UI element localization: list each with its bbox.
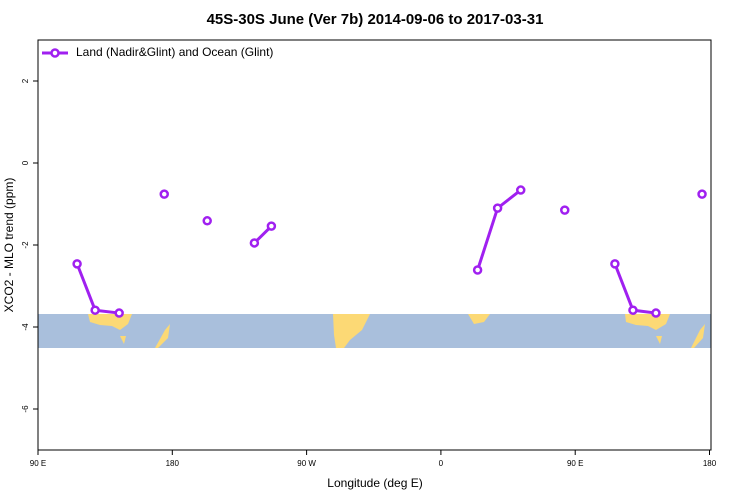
point — [249, 238, 260, 248]
x-tick-label: 90 E — [567, 459, 583, 468]
series-line — [77, 190, 702, 313]
point — [697, 189, 707, 199]
point — [159, 189, 169, 199]
legend-label: Land (Nadir&Glint) and Ocean (Glint) — [76, 45, 273, 59]
point — [515, 185, 526, 195]
point — [114, 308, 124, 318]
x-axis-label: Longitude (deg E) — [327, 476, 422, 490]
point — [560, 205, 570, 215]
point — [72, 259, 82, 269]
y-tick-label: 0 — [21, 160, 30, 165]
x-tick-label: 180 — [703, 459, 717, 468]
y-tick-label: -6 — [21, 405, 30, 413]
x-tick-label: 180 — [166, 459, 180, 468]
point — [492, 203, 503, 213]
plot-frame — [37, 39, 712, 451]
point — [610, 259, 620, 269]
point — [90, 305, 100, 315]
point — [202, 216, 212, 226]
legend-marker — [50, 48, 60, 58]
y-axis-label: XCO2 - MLO trend (ppm) — [2, 178, 16, 313]
point — [472, 265, 483, 275]
x-tick-label: 90 E — [30, 459, 46, 468]
y-tick-label: -4 — [21, 323, 30, 331]
x-tick-label: 90 W — [297, 459, 316, 468]
point — [651, 308, 661, 318]
x-tick-label: 0 — [439, 459, 444, 468]
y-tick-label: 2 — [21, 78, 30, 83]
y-tick-label: -2 — [21, 241, 30, 249]
point — [628, 305, 638, 315]
chart-title: 45S-30S June (Ver 7b) 2014-09-06 to 2017… — [207, 11, 544, 28]
point — [266, 221, 277, 231]
map-strip — [38, 314, 711, 348]
